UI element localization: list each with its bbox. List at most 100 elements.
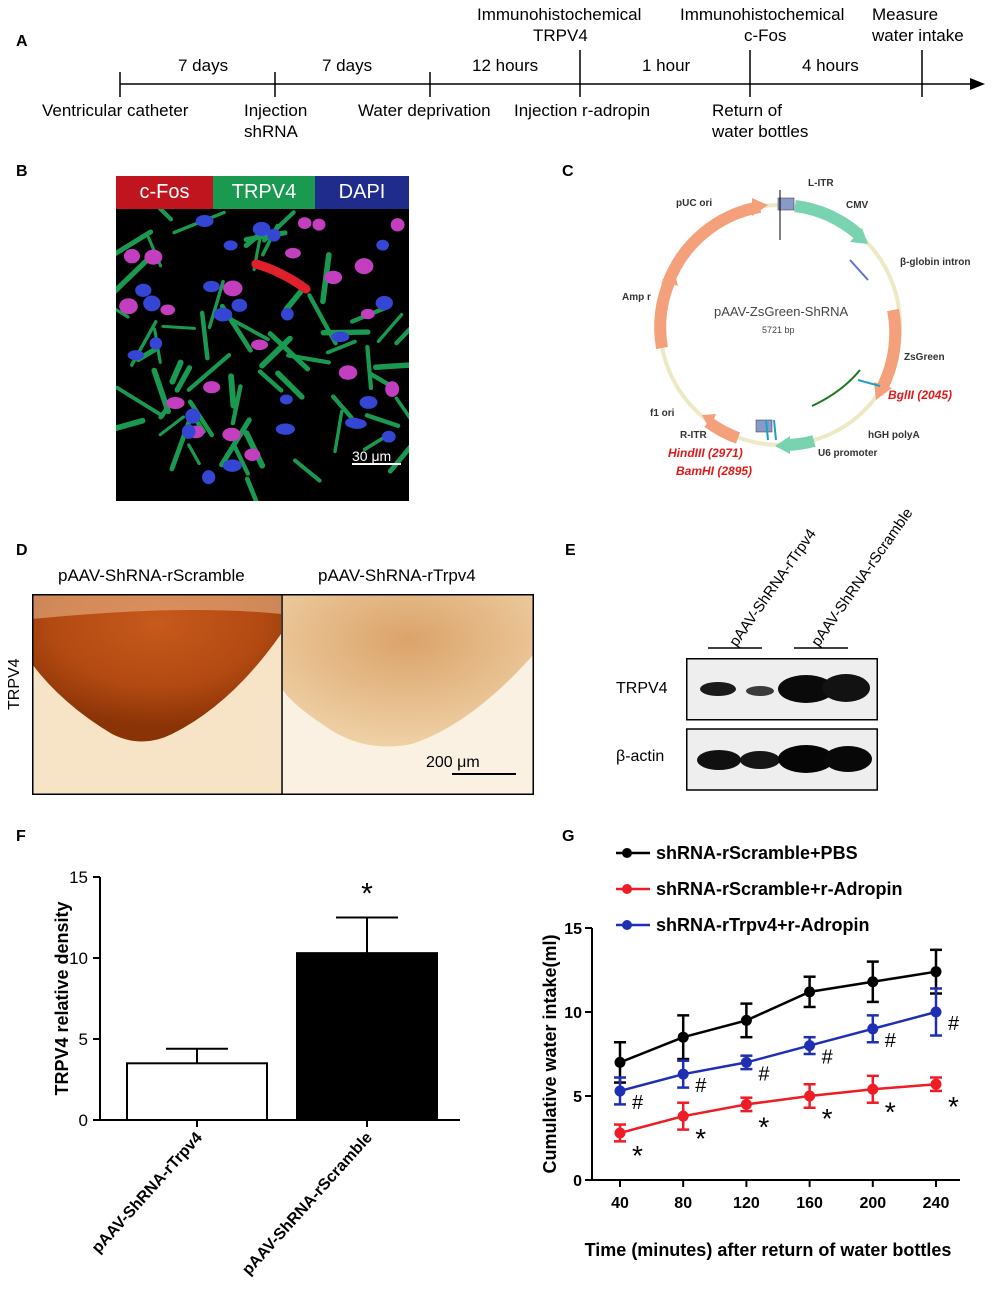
cell-nucleus xyxy=(331,331,350,343)
cell-process xyxy=(231,442,251,476)
event-label: Injection r-adropin xyxy=(514,101,651,120)
cell-nucleus xyxy=(285,247,301,259)
cell-process xyxy=(331,394,354,420)
cell-process xyxy=(230,384,243,426)
cell-process xyxy=(228,373,237,409)
cell-nucleus xyxy=(202,470,216,485)
significance-mark: * xyxy=(822,1103,833,1134)
cell-nucleus xyxy=(123,248,140,264)
cell-process xyxy=(174,365,193,393)
data-point xyxy=(614,1056,626,1068)
y-tick-label: 10 xyxy=(69,949,88,968)
y-tick-label: 0 xyxy=(573,1173,582,1190)
legend-trpv4: TRPV4 xyxy=(213,176,315,209)
significance-mark: # xyxy=(822,1047,834,1069)
cell-nucleus xyxy=(160,304,176,316)
blot-lane-label: pAAV-ShRNA-rScramble xyxy=(808,505,917,650)
cell-process xyxy=(257,369,284,393)
plasmid-title: pAAV-ZsGreen-ShRNA xyxy=(714,304,849,319)
cell-process xyxy=(293,458,322,483)
cell-nucleus xyxy=(203,280,220,293)
cell-nucleus xyxy=(279,394,293,405)
cell-nucleus xyxy=(244,448,261,461)
y-axis-label: Cumulative water intake(ml) xyxy=(540,934,560,1173)
cell-nucleus xyxy=(223,240,238,251)
cell-process xyxy=(259,335,293,369)
cell-nucleus xyxy=(149,337,163,350)
ihc-right-title: pAAV-ShRNA-rTrpv4 xyxy=(318,566,476,585)
event-label: Immunohistochemical xyxy=(477,5,642,24)
cell-process xyxy=(394,326,409,346)
blot-row-label: β-actin xyxy=(616,748,665,765)
cell-process xyxy=(394,396,409,420)
interval-label: 7 days xyxy=(322,56,373,75)
cell-process xyxy=(158,415,185,437)
data-point xyxy=(867,1023,879,1035)
cell-process xyxy=(267,331,311,372)
ihc-side-label: TRPV4 xyxy=(6,658,23,710)
legend-dapi: DAPI xyxy=(315,176,409,209)
cell-nucleus xyxy=(223,280,243,297)
restriction-site: BamHI (2895) xyxy=(676,464,753,478)
x-tick-label: 40 xyxy=(611,1195,629,1212)
event-label: Measure xyxy=(872,5,939,24)
cell-process xyxy=(283,289,304,313)
data-point xyxy=(614,1127,626,1139)
panel-label-e: E xyxy=(565,542,576,559)
data-point xyxy=(677,1110,689,1122)
panel-label-b: B xyxy=(16,163,28,180)
x-axis-label: Time (minutes) after return of water bot… xyxy=(585,1240,952,1260)
y-tick-label: 15 xyxy=(69,868,88,887)
data-point xyxy=(804,986,816,998)
cell-nucleus xyxy=(345,417,362,428)
x-tick-label: pAAV-ShRNA-rScramble xyxy=(239,1129,376,1278)
ihc-scale-bar-label: 200 μm xyxy=(426,754,480,771)
data-point xyxy=(930,966,942,978)
feature-label: Amp r xyxy=(622,292,651,303)
panel-label-d: D xyxy=(16,542,28,559)
blot-lane-label: pAAV-ShRNA-rTrpv4 xyxy=(726,525,820,650)
cell-nucleus xyxy=(231,298,248,312)
cell-nucleus xyxy=(166,396,185,410)
cell-process xyxy=(244,476,259,501)
cell-nucleus xyxy=(375,295,393,311)
cell-process xyxy=(286,353,331,365)
legend-label: shRNA-rScramble+PBS xyxy=(656,843,858,863)
x-tick-label: 200 xyxy=(859,1195,886,1212)
line-chart: 0 5 10 15 40 80 120 160 200 240 Cumulative water i… xyxy=(540,843,960,1260)
scale-bar-label: 30 μm xyxy=(352,448,392,464)
restriction-site: BglII (2045) xyxy=(888,388,953,402)
cell-process xyxy=(362,435,387,452)
data-point xyxy=(614,1085,626,1097)
cell-nucleus xyxy=(222,427,241,442)
feature-label: hGH polyA xyxy=(868,430,920,441)
cell-process xyxy=(161,324,196,330)
feature-label: R-ITR xyxy=(680,430,707,441)
significance-mark: # xyxy=(948,1013,960,1035)
event-label: Immunohistochemical xyxy=(680,5,845,24)
interval-label: 1 hour xyxy=(642,56,691,75)
feature-label: CMV xyxy=(846,200,869,211)
interval-label: 4 hours xyxy=(802,56,859,75)
cell-nucleus xyxy=(252,221,271,237)
x-tick-label: 80 xyxy=(674,1195,692,1212)
x-tick-label: 120 xyxy=(733,1195,760,1212)
y-axis-label: TRPV4 relative density xyxy=(52,901,72,1095)
series-line xyxy=(619,1082,937,1135)
series-line xyxy=(619,970,937,1064)
cell-process xyxy=(275,370,305,400)
fluorescence-micrograph xyxy=(116,209,409,501)
y-tick-label: 0 xyxy=(79,1111,88,1130)
blot-lines xyxy=(708,647,848,649)
ihc-left-title: pAAV-ShRNA-rScramble xyxy=(58,566,245,585)
cell-nucleus xyxy=(381,430,396,443)
data-point xyxy=(740,1056,752,1068)
data-point xyxy=(740,1014,752,1026)
ihc-images xyxy=(32,594,534,795)
significance-mark: * xyxy=(695,1123,706,1154)
cell-process xyxy=(219,417,252,468)
feature-label: ZsGreen xyxy=(904,352,945,363)
cell-nucleus xyxy=(360,308,375,320)
panel-label-f: F xyxy=(16,828,26,845)
cell-nucleus xyxy=(281,307,294,321)
